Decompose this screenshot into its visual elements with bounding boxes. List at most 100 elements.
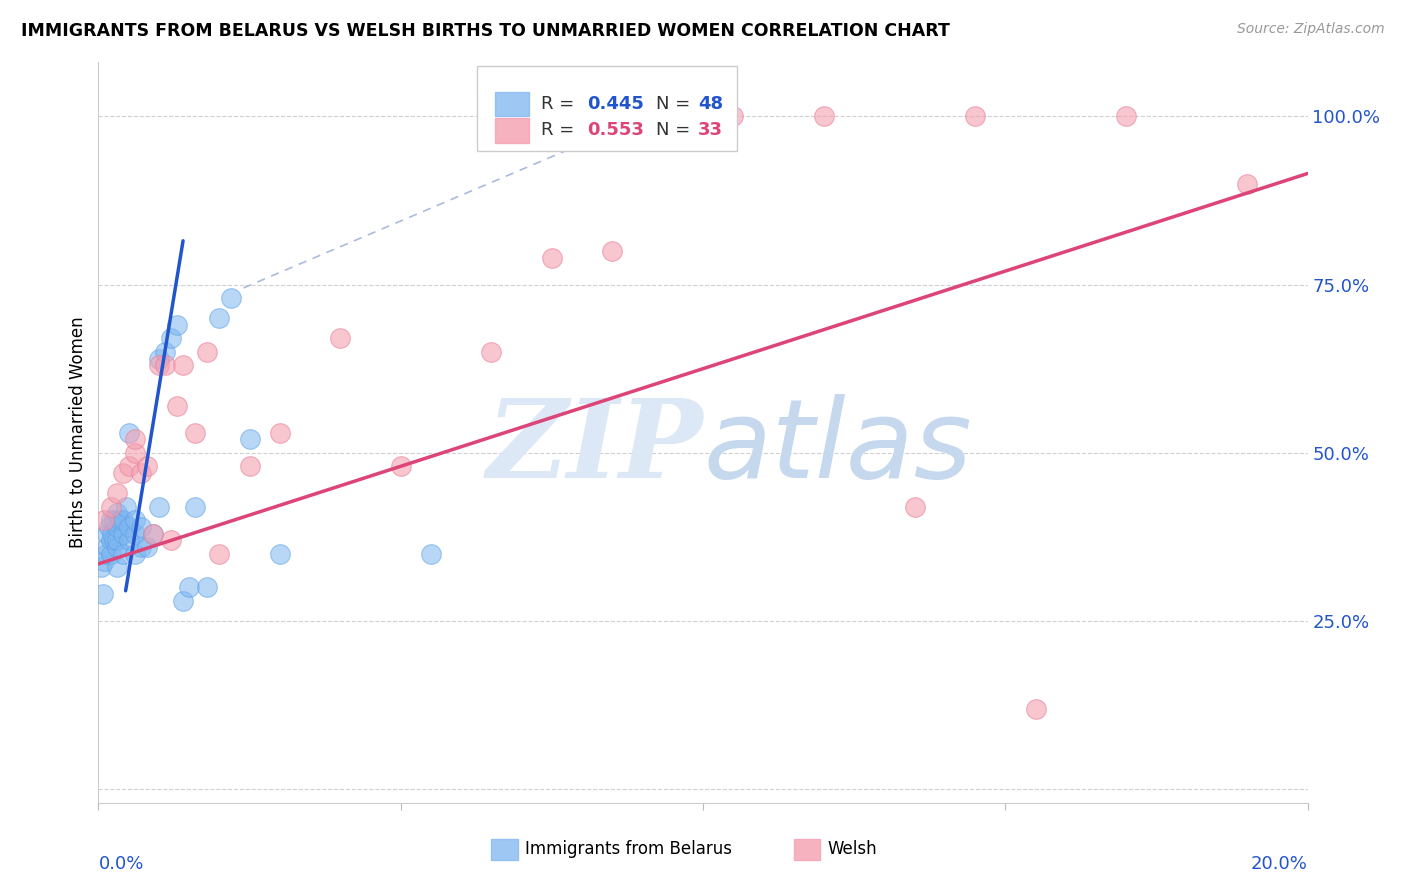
Point (269, 425, 291, 440)
Point (166, 318, 188, 332)
Point (124, 526, 146, 541)
Bar (793, 839, 820, 860)
Point (90, 560, 112, 574)
Point (195, 344, 218, 359)
Point (329, 331, 352, 345)
Point (93, 513, 115, 527)
Point (904, 500, 927, 514)
Point (208, 547, 231, 561)
Point (602, 244, 624, 258)
Text: 33: 33 (699, 121, 723, 139)
Point (93, 553, 115, 567)
Point (100, 513, 122, 527)
Point (692, 109, 714, 123)
Point (96, 526, 118, 541)
Point (103, 533, 125, 548)
Point (108, 513, 131, 527)
Point (148, 351, 170, 366)
Point (118, 533, 141, 548)
Point (114, 500, 136, 514)
Text: 0.553: 0.553 (586, 121, 644, 139)
Point (105, 507, 128, 521)
Text: N =: N = (655, 121, 696, 139)
Point (1236, 177, 1258, 191)
Point (195, 581, 218, 595)
Point (723, 109, 745, 123)
Point (118, 459, 141, 474)
Text: 0.0%: 0.0% (98, 855, 143, 872)
Text: 0.445: 0.445 (586, 95, 644, 113)
Point (420, 547, 443, 561)
Point (135, 540, 157, 554)
Point (142, 526, 165, 541)
Point (813, 109, 835, 123)
Text: 48: 48 (699, 95, 723, 113)
Text: 20.0%: 20.0% (1251, 855, 1308, 872)
Point (540, 251, 562, 265)
Point (98, 520, 121, 534)
Point (965, 109, 987, 123)
Point (208, 311, 231, 326)
Point (269, 547, 291, 561)
Point (91, 587, 114, 601)
Point (172, 359, 194, 373)
Point (94, 547, 117, 561)
Point (103, 513, 125, 527)
Point (105, 486, 128, 500)
Point (631, 129, 654, 144)
Point (221, 291, 243, 305)
Point (96, 540, 118, 554)
Point (124, 433, 146, 447)
Point (389, 459, 412, 474)
Point (239, 459, 262, 474)
Point (105, 560, 128, 574)
Text: R =: R = (541, 121, 579, 139)
Point (160, 533, 183, 548)
Point (184, 425, 207, 440)
Point (239, 433, 262, 447)
Point (111, 526, 134, 541)
Y-axis label: Births to Unmarried Women: Births to Unmarried Women (69, 317, 87, 549)
Point (129, 466, 152, 480)
Text: Source: ZipAtlas.com: Source: ZipAtlas.com (1237, 22, 1385, 37)
Point (142, 526, 165, 541)
Point (153, 344, 176, 359)
Point (100, 526, 122, 541)
Point (1024, 701, 1046, 715)
Point (481, 344, 503, 359)
Point (148, 500, 170, 514)
Text: IMMIGRANTS FROM BELARUS VS WELSH BIRTHS TO UNMARRIED WOMEN CORRELATION CHART: IMMIGRANTS FROM BELARUS VS WELSH BIRTHS … (21, 22, 950, 40)
Point (184, 500, 207, 514)
Point (100, 533, 122, 548)
Text: Immigrants from Belarus: Immigrants from Belarus (526, 840, 733, 858)
Point (179, 581, 201, 595)
FancyBboxPatch shape (477, 66, 737, 152)
Point (105, 540, 128, 554)
Text: Welsh: Welsh (828, 840, 877, 858)
Text: N =: N = (655, 95, 696, 113)
Text: ZIP: ZIP (486, 393, 703, 501)
Point (153, 359, 176, 373)
Point (1115, 109, 1137, 123)
Point (111, 513, 134, 527)
Point (105, 533, 128, 548)
Point (129, 540, 152, 554)
Point (124, 513, 146, 527)
Point (135, 459, 157, 474)
Point (105, 520, 128, 534)
Point (124, 446, 146, 460)
Point (118, 520, 141, 534)
Point (129, 520, 152, 534)
Text: R =: R = (541, 95, 579, 113)
Point (148, 359, 170, 373)
Point (172, 594, 194, 608)
Point (111, 466, 134, 480)
Point (111, 547, 134, 561)
Point (100, 547, 122, 561)
Bar (495, 118, 529, 143)
Point (124, 547, 146, 561)
Bar (495, 92, 529, 116)
Bar (492, 839, 517, 860)
Point (100, 500, 122, 514)
Point (118, 425, 141, 440)
